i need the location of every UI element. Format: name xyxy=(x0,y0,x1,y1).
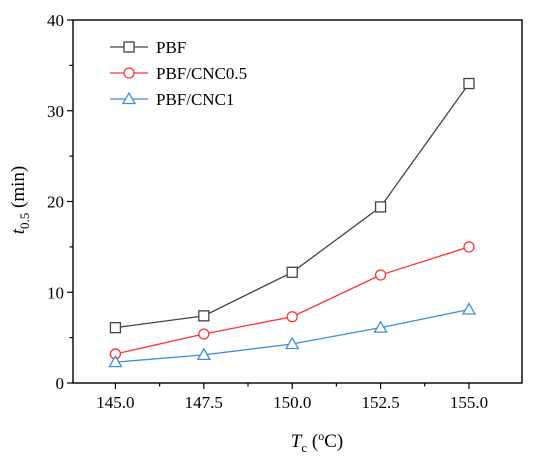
axis-ticks: 0 10 20 30 40 145.0 147.5 150.0 152.5 155.0 xyxy=(47,11,488,412)
y-tick-label: 40 xyxy=(47,11,64,30)
series-layer xyxy=(108,77,477,368)
legend-label: PBF/CNC0.5 xyxy=(156,64,247,83)
data-point xyxy=(374,201,387,213)
series-1 xyxy=(109,77,475,334)
series-3 xyxy=(108,302,477,368)
y-axis-title-unit: (min) xyxy=(8,166,29,213)
data-point xyxy=(374,269,387,281)
data-point xyxy=(198,310,210,322)
legend-entry: PBF/CNC0.5 xyxy=(110,64,247,83)
data-point xyxy=(286,311,298,323)
legend-marker xyxy=(123,41,135,53)
data-point xyxy=(109,321,122,334)
x-axis-title: Tc (oC) xyxy=(291,429,343,455)
legend-entry: PBF/CNC1 xyxy=(110,90,234,109)
y-axis-title: t0.5 (min) xyxy=(8,166,32,235)
y-tick-label: 30 xyxy=(47,102,64,121)
x-axis-title-sub: c xyxy=(301,440,307,455)
y-axis-title-sub: 0.5 xyxy=(17,213,32,229)
legend-marker xyxy=(123,67,135,79)
legend-entry: PBF xyxy=(110,38,186,57)
data-point xyxy=(285,336,300,350)
legend-marker xyxy=(121,91,137,105)
x-tick-label: 155.0 xyxy=(450,393,488,412)
data-point xyxy=(373,320,388,333)
plot-frame xyxy=(72,19,523,384)
y-tick-label: 10 xyxy=(47,283,64,302)
data-point xyxy=(463,241,475,253)
x-tick-label: 145.0 xyxy=(96,393,134,412)
y-axis-title-main: t xyxy=(8,228,29,234)
legend: PBF PBF/CNC0.5 PBF/CNC1 xyxy=(110,38,247,109)
x-axis-title-unit-open: ( xyxy=(307,431,318,452)
data-point xyxy=(196,347,211,361)
x-axis-title-main: T xyxy=(291,431,303,452)
x-axis-title-unit-sup: o xyxy=(318,429,324,443)
y-tick-label: 20 xyxy=(47,193,64,212)
y-tick-label: 0 xyxy=(56,374,65,393)
x-axis-title-unit-close: C) xyxy=(324,431,343,452)
data-point xyxy=(286,266,298,278)
data-point xyxy=(198,328,210,340)
series-2 xyxy=(109,241,475,360)
x-tick-label: 152.5 xyxy=(361,393,399,412)
x-tick-label: 150.0 xyxy=(273,393,311,412)
x-tick-label: 147.5 xyxy=(185,393,223,412)
data-point xyxy=(461,302,477,315)
data-point xyxy=(463,77,475,90)
legend-label: PBF/CNC1 xyxy=(156,90,234,109)
plot-area-border xyxy=(72,19,523,384)
data-point xyxy=(108,354,123,368)
series-line xyxy=(115,83,470,329)
legend-label: PBF xyxy=(156,38,186,57)
